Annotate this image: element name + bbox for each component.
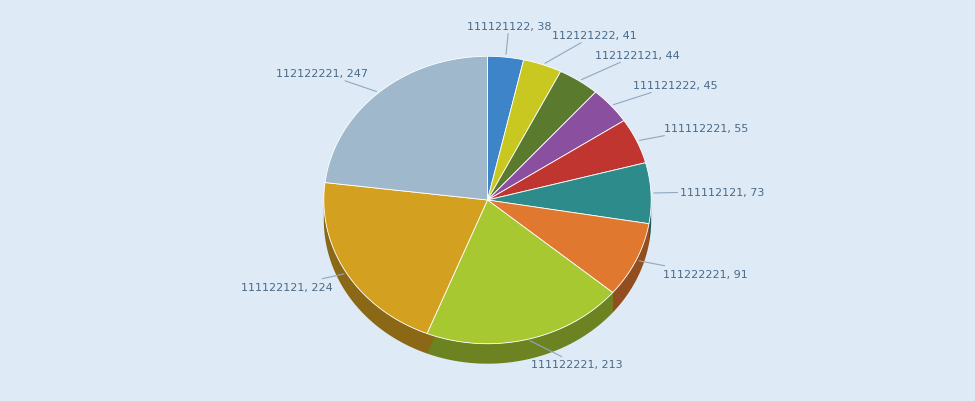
Polygon shape (325, 57, 488, 200)
Polygon shape (488, 200, 649, 293)
Text: 111222221, 91: 111222221, 91 (639, 261, 748, 279)
Text: 111122121, 224: 111122121, 224 (241, 274, 344, 292)
Polygon shape (324, 183, 488, 334)
Text: 112122221, 247: 112122221, 247 (276, 69, 376, 92)
Polygon shape (427, 200, 488, 354)
Polygon shape (488, 61, 561, 200)
Text: 111112221, 55: 111112221, 55 (640, 124, 748, 141)
Ellipse shape (324, 77, 651, 364)
Polygon shape (488, 200, 649, 244)
Polygon shape (488, 200, 612, 313)
Polygon shape (324, 201, 427, 354)
Polygon shape (427, 200, 612, 344)
Polygon shape (488, 200, 649, 244)
Polygon shape (488, 72, 596, 200)
Polygon shape (427, 293, 612, 364)
Polygon shape (488, 122, 645, 200)
Text: 111121222, 45: 111121222, 45 (613, 81, 718, 105)
Text: 111122221, 213: 111122221, 213 (529, 341, 623, 370)
Polygon shape (488, 163, 651, 224)
Text: 112121222, 41: 112121222, 41 (545, 31, 638, 64)
Polygon shape (488, 93, 624, 200)
Text: 112122121, 44: 112122121, 44 (581, 51, 681, 81)
Polygon shape (488, 57, 524, 200)
Text: 111112121, 73: 111112121, 73 (654, 187, 764, 197)
Polygon shape (427, 200, 488, 354)
Polygon shape (649, 200, 651, 244)
Polygon shape (488, 200, 612, 313)
Text: 111121122, 38: 111121122, 38 (467, 22, 551, 55)
Polygon shape (612, 224, 649, 313)
